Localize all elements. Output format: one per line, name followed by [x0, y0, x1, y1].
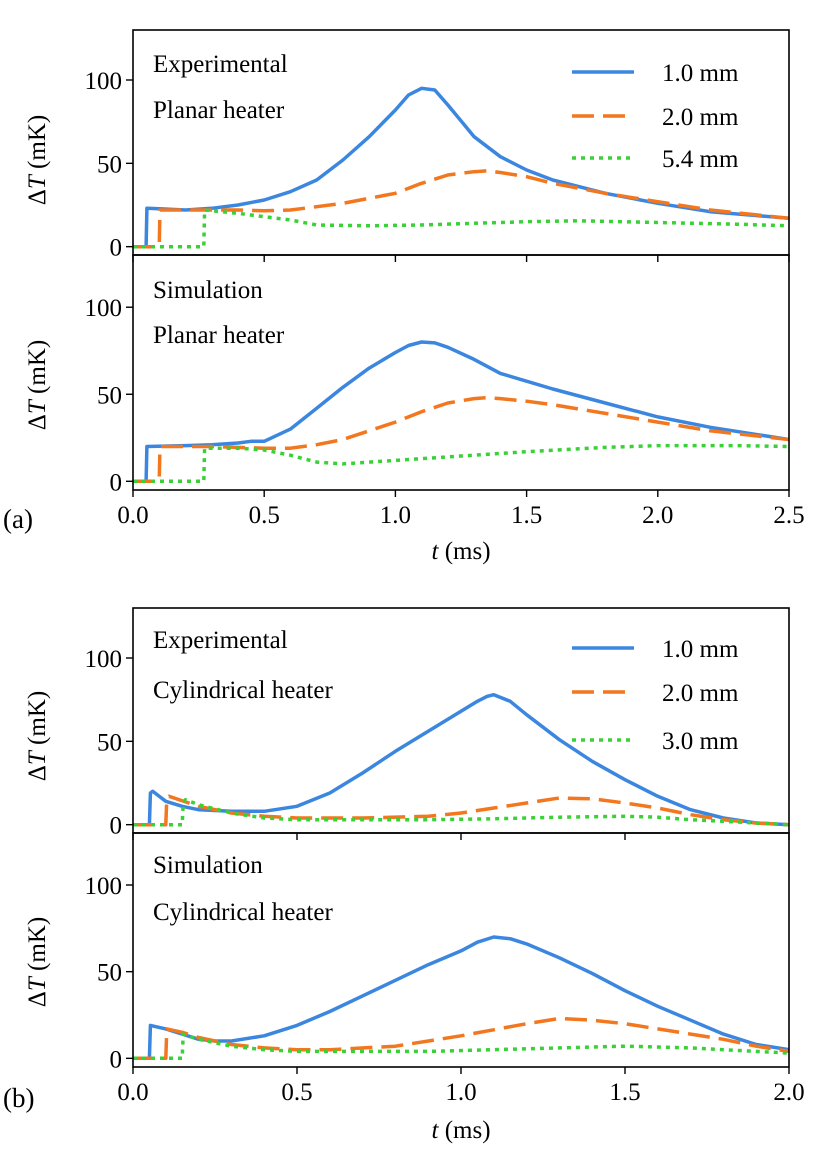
- y-tick-label: 0: [110, 469, 123, 496]
- series-line-2-0-mm: [133, 794, 789, 827]
- legend-label: 3.0 mm: [662, 728, 739, 755]
- series-line-2-0-mm: [133, 1016, 789, 1061]
- series-line-1-0-mm: [133, 935, 789, 1061]
- y-tick-label: 100: [85, 873, 123, 900]
- y-tick-label: 50: [97, 729, 122, 756]
- x-axis-label-unit: (ms): [438, 538, 490, 565]
- legend-label: 5.4 mm: [662, 146, 739, 173]
- series-line-3-0-mm: [133, 797, 789, 827]
- annotation-text: Experimental: [153, 627, 288, 654]
- y-tick-label: 0: [110, 813, 123, 840]
- annotation-text: Simulation: [153, 852, 263, 879]
- y-axis-label-unit: (mK): [24, 340, 51, 400]
- x-axis-label-variable: t: [431, 1117, 439, 1144]
- series-line-2-0-mm: [133, 169, 789, 249]
- series-line-3-0-mm: [133, 1032, 789, 1061]
- y-tick-label: 50: [97, 151, 122, 178]
- annotation-text: Planar heater: [153, 97, 285, 124]
- annotation-text: Experimental: [153, 51, 288, 78]
- axes-frame: [132, 254, 790, 491]
- legend-label: 1.0 mm: [662, 60, 739, 87]
- annotation-text: Cylindrical heater: [153, 899, 333, 926]
- annotation-text: Cylindrical heater: [153, 677, 333, 704]
- y-tick-label: 100: [85, 295, 123, 322]
- y-axis-label-unit: (mK): [24, 691, 51, 751]
- y-axis-label: ΔT (mK): [24, 917, 51, 1007]
- x-tick-label: 1.0: [380, 502, 411, 529]
- series-line-5-4-mm: [133, 443, 789, 484]
- x-tick-label: 2.5: [773, 502, 804, 529]
- series-line-1-0-mm: [133, 340, 789, 484]
- y-axis-label-variable: T: [24, 398, 51, 414]
- series-line-5-4-mm: [133, 208, 789, 249]
- x-tick-label: 2.0: [773, 1079, 804, 1106]
- legend-label: 2.0 mm: [662, 680, 739, 707]
- y-axis-label-unit: (mK): [24, 115, 51, 175]
- y-axis-label-variable: T: [24, 749, 51, 765]
- y-axis-label: ΔT (mK): [24, 691, 51, 781]
- y-axis-label-unit: (mK): [24, 917, 51, 977]
- x-tick-label: 1.5: [609, 1079, 640, 1106]
- x-tick-label: 2.0: [642, 502, 673, 529]
- legend-label: 1.0 mm: [662, 636, 739, 663]
- annotation-text: Planar heater: [153, 322, 285, 349]
- panel-label: (a): [3, 504, 33, 534]
- x-tick-label: 0.5: [281, 1079, 312, 1106]
- y-axis-label-delta: Δ: [24, 765, 51, 781]
- plot-area: [133, 86, 789, 249]
- series-line-1-0-mm: [133, 692, 789, 827]
- x-tick-label: 0.5: [249, 502, 280, 529]
- y-tick-label: 50: [97, 960, 122, 987]
- panel-label: (b): [3, 1083, 34, 1113]
- y-axis-label: ΔT (mK): [24, 340, 51, 430]
- y-axis-label-delta: Δ: [24, 189, 51, 205]
- legend-label: 2.0 mm: [662, 104, 739, 131]
- plot-area: [133, 935, 789, 1061]
- y-tick-label: 100: [85, 646, 123, 673]
- x-axis-label: t (ms): [431, 538, 490, 565]
- y-tick-label: 0: [110, 1046, 123, 1073]
- x-axis-label-unit: (ms): [438, 1117, 490, 1144]
- y-tick-label: 0: [110, 235, 123, 262]
- x-axis-label: t (ms): [431, 1117, 490, 1144]
- annotation-text: Simulation: [153, 277, 263, 304]
- x-tick-label: 0.0: [117, 502, 148, 529]
- plot-area: [133, 340, 789, 484]
- series-line-1-0-mm: [133, 86, 789, 249]
- y-axis-label-delta: Δ: [24, 414, 51, 430]
- y-tick-label: 50: [97, 382, 122, 409]
- x-axis-label-variable: t: [431, 538, 439, 565]
- y-axis-label-variable: T: [24, 975, 51, 991]
- x-tick-label: 0.0: [117, 1079, 148, 1106]
- x-tick-label: 1.5: [511, 502, 542, 529]
- y-axis-label: ΔT (mK): [24, 115, 51, 205]
- x-tick-label: 1.0: [445, 1079, 476, 1106]
- plot-area: [133, 692, 789, 827]
- y-axis-label-delta: Δ: [24, 991, 51, 1007]
- series-line-2-0-mm: [133, 395, 789, 484]
- y-tick-label: 100: [85, 68, 123, 95]
- y-axis-label-variable: T: [24, 173, 51, 189]
